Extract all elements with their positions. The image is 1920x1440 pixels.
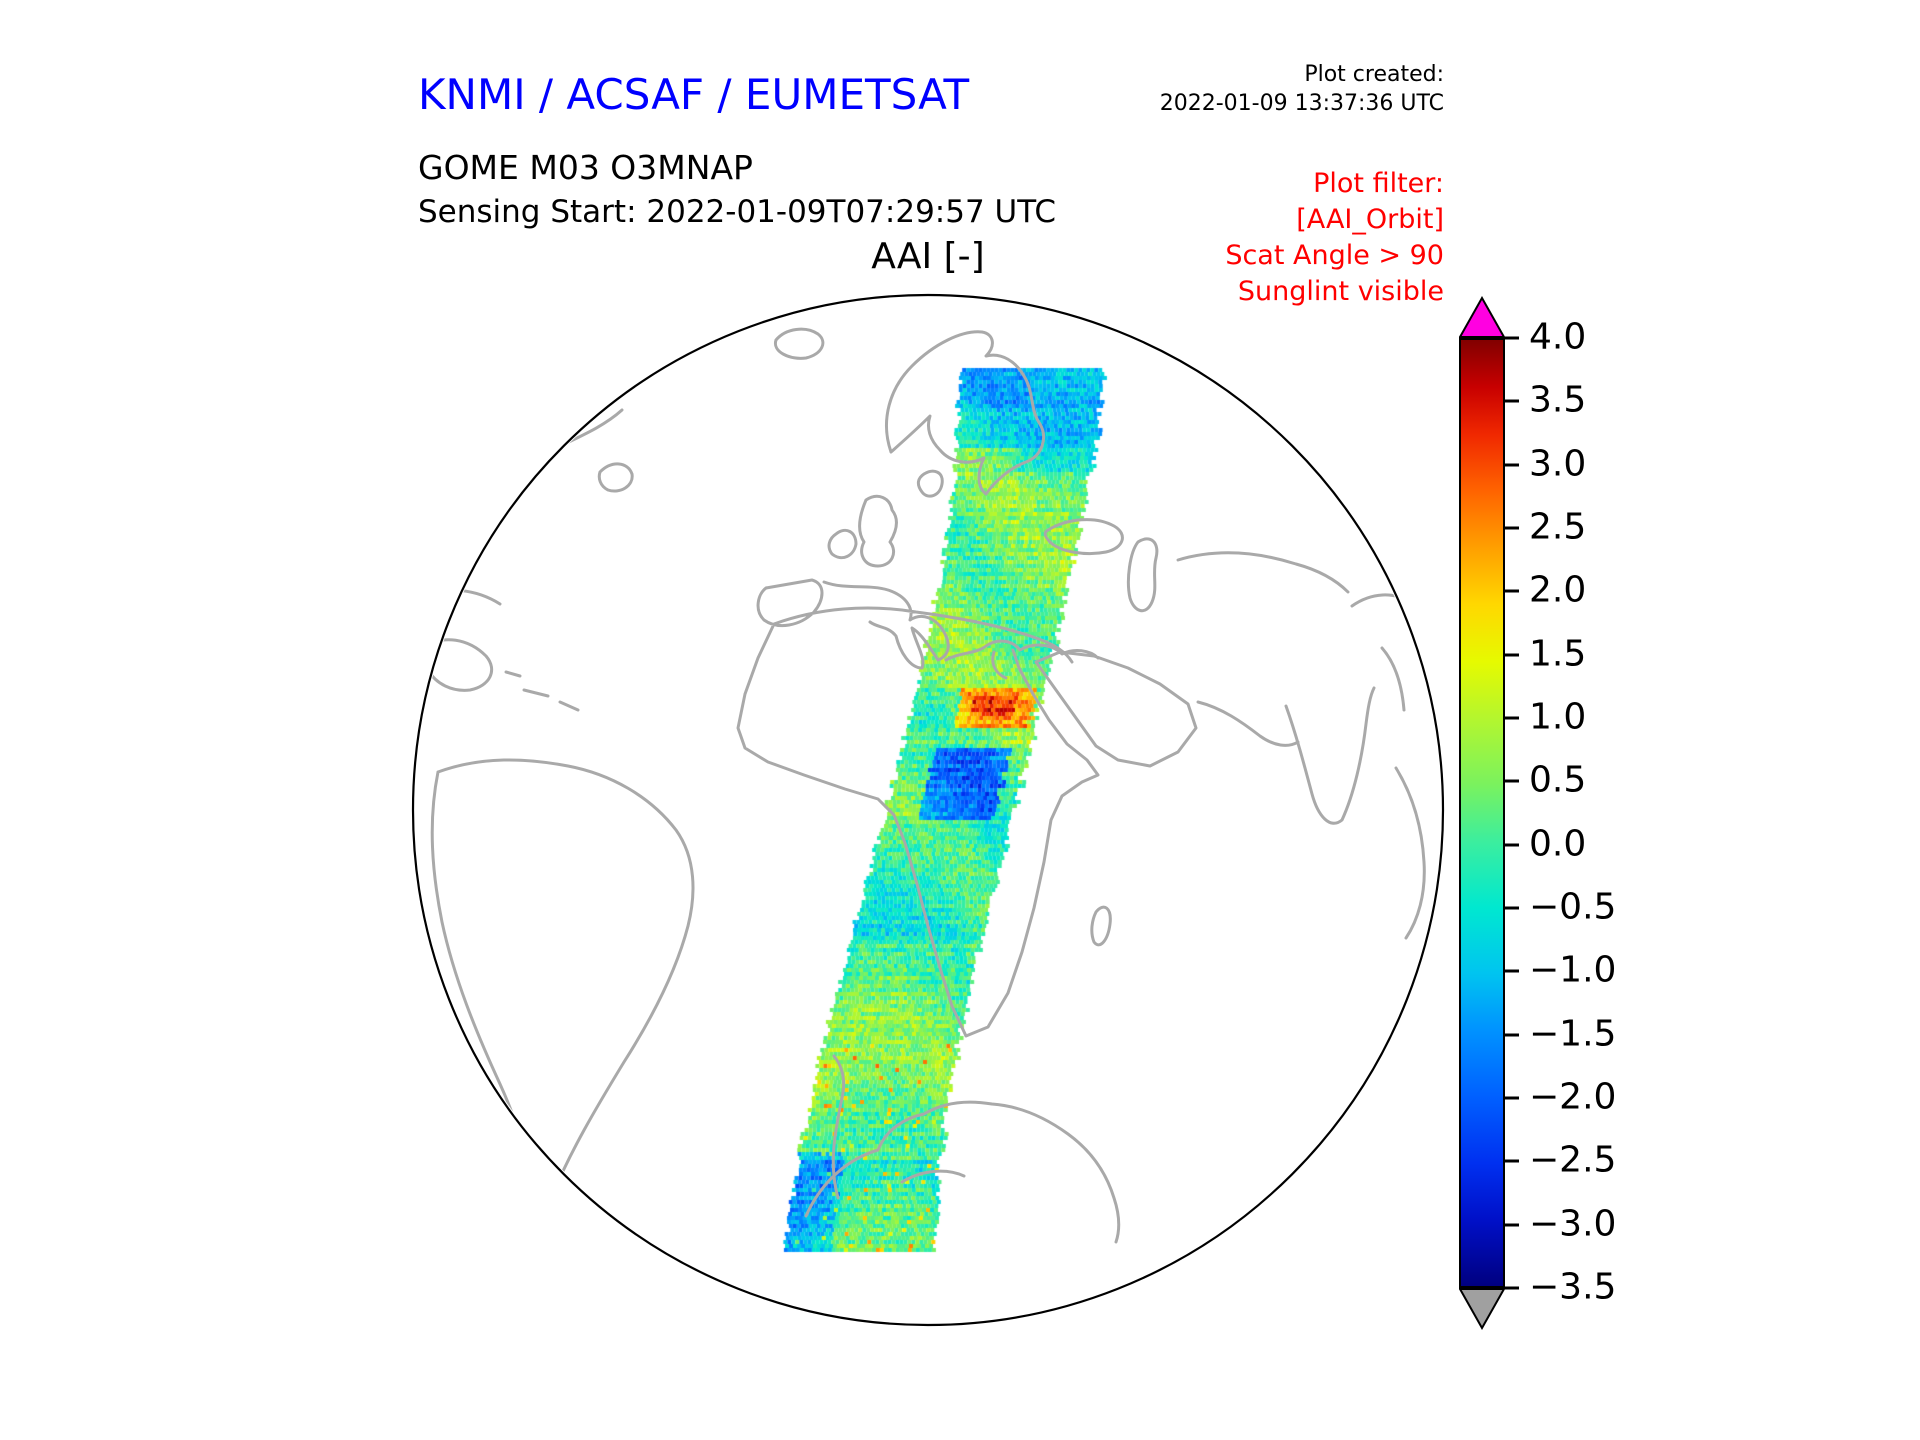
plot-filter-block: Plot filter: [AAI_Orbit] Scat Angle > 90… <box>1225 166 1444 310</box>
colorbar-tick-label: 0.5 <box>1529 759 1587 801</box>
colorbar-tick-label: 2.0 <box>1529 569 1587 611</box>
colorbar-tick <box>1505 653 1519 657</box>
colorbar-tick <box>1505 1033 1519 1037</box>
colorbar-over-arrow <box>1459 296 1505 338</box>
colorbar-tick-label: −1.5 <box>1529 1012 1617 1054</box>
filter-line: [AAI_Orbit] <box>1296 204 1444 235</box>
globe-outline <box>411 293 1445 1327</box>
plot-created-label: Plot created: <box>1304 62 1444 87</box>
colorbar-tick-label: −3.0 <box>1529 1202 1617 1244</box>
colorbar-tick-label: 2.5 <box>1529 506 1587 548</box>
colorbar-tick-label: −1.0 <box>1529 949 1617 991</box>
colorbar-tick-label: 1.0 <box>1529 696 1587 738</box>
colorbar: 4.0 3.5 3.0 2.5 2.0 1.5 1.0 0.5 0.0 −0.5 −1.0 −1.5 −… <box>1459 0 1719 1440</box>
colorbar-tick-label: 3.0 <box>1529 442 1587 484</box>
coastline-paths <box>415 327 1426 1244</box>
colorbar-tick <box>1505 1286 1519 1290</box>
colorbar-under-arrow <box>1459 1288 1505 1330</box>
colorbar-tick <box>1505 843 1519 847</box>
colorbar-tick-label: 4.0 <box>1529 316 1587 358</box>
filter-line: Sunglint visible <box>1237 276 1444 307</box>
filter-line: Scat Angle > 90 <box>1225 240 1444 271</box>
brand-title: KNMI / ACSAF / EUMETSAT <box>418 70 970 119</box>
plot-title: AAI [-] <box>871 236 985 277</box>
colorbar-gradient-bar <box>1459 338 1505 1288</box>
colorbar-tick <box>1505 463 1519 467</box>
sensing-start-line: Sensing Start: 2022-01-09T07:29:57 UTC <box>418 194 1056 230</box>
colorbar-tick <box>1505 779 1519 783</box>
plot-created-timestamp: 2022-01-09 13:37:36 UTC <box>1159 91 1444 116</box>
colorbar-tick <box>1505 526 1519 530</box>
colorbar-tick-label: 3.5 <box>1529 379 1587 421</box>
colorbar-tick <box>1505 1223 1519 1227</box>
instrument-title: GOME M03 O3MNAP <box>418 148 753 187</box>
colorbar-tick <box>1505 716 1519 720</box>
colorbar-tick <box>1505 399 1519 403</box>
colorbar-tick-label: −3.5 <box>1529 1266 1617 1308</box>
colorbar-tick <box>1505 589 1519 593</box>
colorbar-tick-label: 0.0 <box>1529 822 1587 864</box>
colorbar-tick-label: −2.0 <box>1529 1076 1617 1118</box>
filter-line: Plot filter: <box>1313 168 1444 199</box>
colorbar-tick <box>1505 1096 1519 1100</box>
colorbar-tick <box>1505 906 1519 910</box>
coastlines <box>415 327 1426 1244</box>
colorbar-tick-label: −0.5 <box>1529 886 1617 928</box>
colorbar-tick <box>1505 336 1519 340</box>
colorbar-tick-label: 1.5 <box>1529 632 1587 674</box>
colorbar-tick <box>1505 969 1519 973</box>
plot-created-block: Plot created: 2022-01-09 13:37:36 UTC <box>1160 60 1444 118</box>
colorbar-tick <box>1505 1159 1519 1163</box>
colorbar-tick-label: −2.5 <box>1529 1139 1617 1181</box>
